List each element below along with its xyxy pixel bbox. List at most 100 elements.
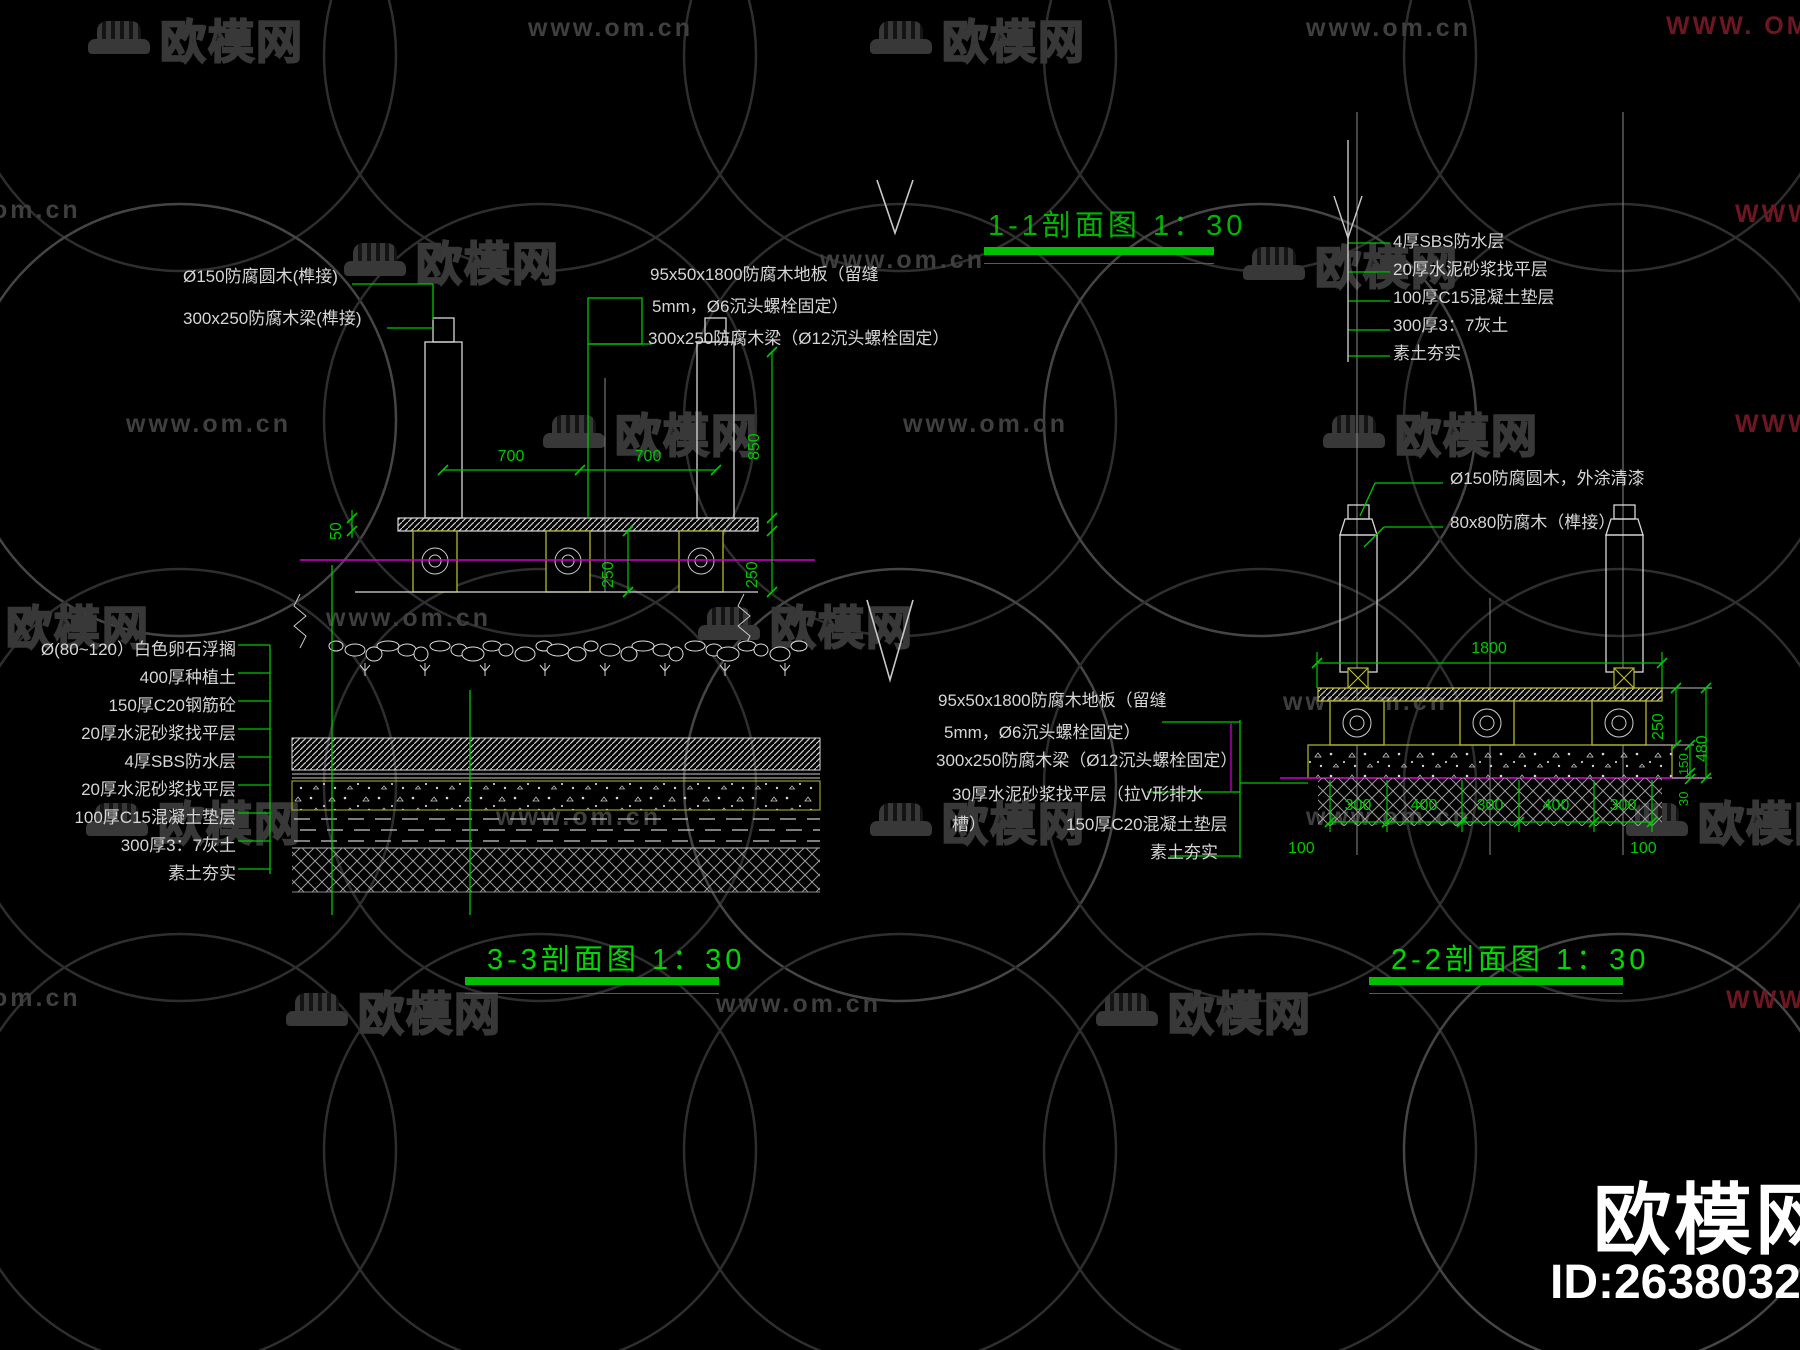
- leader-arrows: [866, 179, 914, 683]
- title-underline-3-3: [465, 977, 719, 985]
- sofa-icon: [1096, 993, 1158, 1029]
- left-section-drawing: [291, 317, 821, 893]
- watermark-brand-text: 欧模网: [415, 237, 560, 291]
- watermark-site-text: www.om.cn: [820, 246, 985, 274]
- watermark-brand-text: 欧模网: [157, 797, 302, 851]
- dimension-ticks: [346, 346, 1712, 828]
- layer-label: 400厚种植土: [139, 668, 236, 687]
- dim-250-a: 250: [600, 561, 617, 588]
- watermark-brand: 欧模网: [1243, 232, 1459, 298]
- layer-label: 4厚SBS防水层: [124, 752, 236, 771]
- dim-segment: 300: [1609, 797, 1637, 814]
- sofa-icon: [286, 993, 348, 1029]
- watermark-site-text: www.om.cn: [326, 604, 491, 632]
- dim-700-left: 700: [497, 448, 525, 465]
- watermark-site-text: www.om.cn: [716, 990, 881, 1018]
- watermark-brand-text: 欧模网: [941, 15, 1086, 69]
- watermark-brand: 欧模网: [86, 788, 302, 854]
- watermark-brand-text: 欧模网: [357, 987, 502, 1041]
- dim-30: 30: [1676, 791, 1691, 806]
- layer-label: 100厚C15混凝土垫层: [1393, 288, 1555, 307]
- sofa-icon: [543, 415, 605, 451]
- watermark-brand-text: 欧模网: [1314, 241, 1459, 295]
- title-underline-thin-1-1: [984, 263, 1214, 264]
- title-underline-2-2: [1369, 977, 1623, 985]
- dim-segment: 300: [1476, 797, 1504, 814]
- layer-label: 20厚水泥砂浆找平层: [81, 780, 236, 799]
- annotation-round-post: Ø150防腐圆木(榫接): [183, 267, 338, 286]
- dim-850: 850: [746, 433, 763, 460]
- watermark-brand: 欧模网: [1096, 978, 1312, 1044]
- watermark-site-text: www.om.cn: [1306, 14, 1471, 42]
- top-right-leader-line: [1333, 140, 1363, 362]
- right-section-drawing: [1280, 112, 1705, 855]
- dim-250-b: 250: [744, 561, 761, 588]
- watermark-brand: 欧模网: [88, 6, 304, 72]
- annotation-varnished-post: Ø150防腐圆木，外涂清漆: [1450, 469, 1645, 488]
- watermark-brand: 欧模网: [870, 6, 1086, 72]
- watermark-brand: 欧模网: [1323, 400, 1539, 466]
- left-drawing-leaders: [238, 283, 652, 915]
- right-drawing-dimension-lines: [1316, 652, 1707, 832]
- site-logo-id: ID:2638032: [1550, 1256, 1800, 1309]
- annotation-bottom-deck-2: 5mm，Ø6沉头螺栓固定）: [944, 723, 1141, 742]
- annotation-deck-beam: 300x250防腐木梁（Ø12沉头螺栓固定）: [648, 329, 950, 348]
- dim-segment: 400: [1542, 797, 1570, 814]
- sofa-icon: [870, 21, 932, 57]
- layer-label: 100厚C15混凝土垫层: [74, 808, 236, 827]
- sofa-icon: [1323, 415, 1385, 451]
- watermark-site-text: www.om.cn: [903, 410, 1068, 438]
- watermark-site-text: www.om.cn: [528, 14, 693, 42]
- dim-100-left: 100: [1288, 840, 1315, 857]
- sofa-icon: [870, 803, 932, 839]
- title-section-2-2: 2-2剖面图 1：30: [1391, 944, 1650, 976]
- dim-segment: 400: [1410, 797, 1438, 814]
- watermark-brand: 欧模网: [870, 788, 1086, 854]
- dim-480: 480: [1694, 735, 1711, 762]
- annotation-mortar-1: 30厚水泥砂浆找平层（拉V形排水: [952, 785, 1204, 804]
- annotation-80x80-wood: 80x80防腐木（榫接）: [1450, 513, 1616, 532]
- dim-1800: 1800: [1471, 640, 1507, 657]
- annotation-compacted-soil: 素土夯实: [1150, 843, 1218, 862]
- sofa-icon: [88, 21, 150, 57]
- sofa-icon: [86, 803, 148, 839]
- layer-label: Ø(80~120）白色卵石浮搁: [40, 640, 236, 659]
- site-logo: 欧模网: [1593, 1176, 1800, 1264]
- dim-700-right: 700: [634, 448, 662, 465]
- layer-label: 20厚水泥砂浆找平层: [81, 724, 236, 743]
- pebble-layer: [328, 640, 808, 676]
- layer-label: 素土夯实: [1393, 344, 1461, 363]
- annotation-deck-board-2: 5mm，Ø6沉头螺栓固定）: [652, 297, 849, 316]
- title-section-1-1: 1-1剖面图 1：30: [988, 210, 1247, 242]
- title-underline-thin-3-3: [465, 993, 719, 994]
- annotation-deck-board-1: 95x50x1800防腐木地板（留缝: [650, 265, 879, 284]
- dim-250-right: 250: [1650, 713, 1667, 740]
- watermark-fragment: WWW. OM.: [1666, 12, 1800, 40]
- watermark-brand-text: 欧模网: [159, 15, 304, 69]
- sofa-icon: [698, 607, 760, 643]
- layer-label: 150厚C20钢筋砼: [108, 696, 236, 715]
- watermark-fragment: WWW.: [1726, 986, 1800, 1014]
- annotation-bottom-deck-1: 95x50x1800防腐木地板（留缝: [938, 691, 1167, 710]
- sofa-icon: [1243, 247, 1305, 283]
- layer-label: 20厚水泥砂浆找平层: [1393, 260, 1548, 279]
- dim-50: 50: [328, 522, 345, 540]
- annotation-bottom-beam: 300x250防腐木梁（Ø12沉头螺栓固定）: [936, 751, 1238, 770]
- layer-label: 4厚SBS防水层: [1393, 232, 1505, 251]
- title-section-3-3: 3-3剖面图 1：30: [487, 944, 746, 976]
- watermark-brand-text: 欧模网: [1697, 797, 1800, 851]
- watermark-brand: 欧模网: [0, 592, 150, 658]
- layer-list-left: Ø(80~120）白色卵石浮搁 400厚种植土 150厚C20钢筋砼 20厚水泥砂浆找…: [0, 636, 236, 888]
- watermark-fragment: WWW: [1735, 200, 1800, 228]
- watermark-fragment: WWW.: [1735, 410, 1800, 438]
- layer-label: 300厚3：7灰土: [1393, 316, 1509, 335]
- watermark-brand: 欧模网: [286, 978, 502, 1044]
- right-drawing-leaders: [1147, 242, 1443, 858]
- annotation-mortar-2: 槽）: [952, 815, 986, 834]
- watermark-fragment: om.cn: [0, 984, 81, 1012]
- watermark-site-text: www.om.cn: [126, 410, 291, 438]
- watermark-brand-text: 欧模网: [5, 601, 150, 655]
- layer-label: 300厚3：7灰土: [120, 836, 236, 855]
